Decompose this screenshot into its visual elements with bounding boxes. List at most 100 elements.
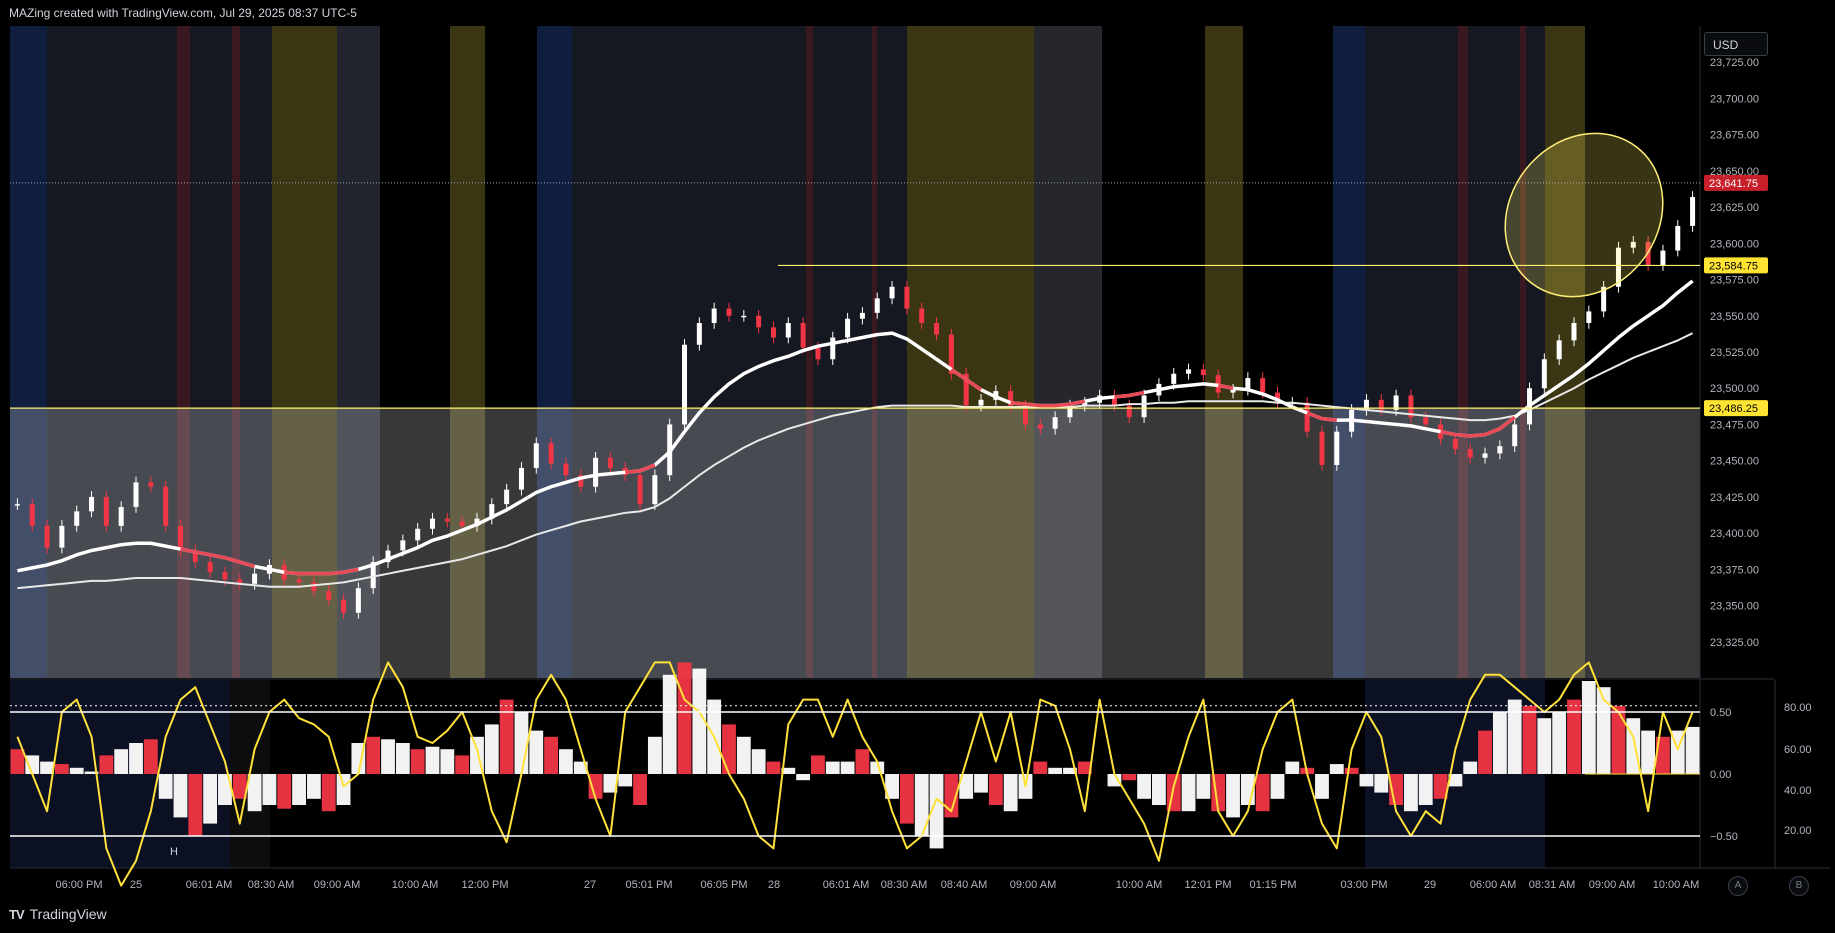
- histogram-bar: [440, 749, 455, 774]
- price-badge-label: 23,641.75: [1709, 178, 1758, 190]
- candle-body: [1378, 399, 1384, 410]
- histogram-bar: [1107, 774, 1122, 787]
- candle-body: [1512, 424, 1518, 447]
- histogram-bar: [1656, 736, 1670, 774]
- candle-body: [163, 486, 169, 526]
- histogram-bar: [395, 743, 410, 774]
- histogram-bar: [1596, 687, 1611, 774]
- candle-body: [785, 323, 791, 338]
- price-tick-label: 23,725.00: [1710, 57, 1759, 69]
- histogram-bar: [247, 774, 262, 812]
- b-button[interactable]: B: [1789, 876, 1809, 896]
- candle-body: [578, 475, 584, 487]
- histogram-bar: [544, 736, 559, 774]
- candle-body: [1037, 424, 1043, 429]
- session-band: [537, 26, 572, 678]
- ma-bear-segment: [1440, 415, 1516, 438]
- candle-body: [1452, 438, 1458, 450]
- histogram-bar: [988, 774, 1003, 805]
- histogram-bar: [1448, 774, 1463, 787]
- candle-body: [1675, 225, 1681, 251]
- price-tick-label: 23,350.00: [1710, 601, 1759, 613]
- candle-body: [1660, 250, 1666, 266]
- candle-body: [1319, 431, 1325, 466]
- candle-body: [59, 525, 65, 548]
- time-tick-label: 10:00 AM: [392, 879, 438, 891]
- time-tick-label: 27: [584, 879, 596, 891]
- auto-scale-button[interactable]: A: [1728, 876, 1748, 896]
- ma-bear-segment: [950, 367, 982, 392]
- oscillator-panel: H: [10, 661, 1700, 887]
- candle-body: [118, 507, 124, 526]
- ma-bear-segment: [284, 567, 359, 576]
- time-tick-label: 12:01 PM: [1184, 879, 1231, 891]
- time-tick-label: 06:00 AM: [1470, 879, 1516, 891]
- histogram-bar: [618, 774, 633, 787]
- session-band: [1034, 26, 1102, 678]
- histogram-bar: [1374, 774, 1389, 793]
- price-grid: [10, 26, 1830, 869]
- time-tick-label: 12:00 PM: [461, 879, 508, 891]
- histogram-bar: [855, 749, 870, 774]
- histogram-bar: [559, 749, 573, 774]
- candle-body: [311, 582, 317, 592]
- time-tick-label: 08:30 AM: [248, 879, 294, 891]
- histogram-bar: [751, 749, 766, 774]
- histogram-bar: [381, 739, 395, 774]
- candle-body: [593, 457, 599, 487]
- candle-body: [1022, 405, 1028, 425]
- candle-body: [637, 475, 643, 505]
- candle-body: [859, 312, 865, 319]
- histogram-bar: [1255, 774, 1270, 812]
- histogram-bar: [425, 746, 440, 774]
- candle-body: [1275, 392, 1280, 403]
- candle-body: [548, 443, 554, 464]
- price-tick-label: 23,475.00: [1710, 419, 1759, 431]
- candle-body: [830, 337, 836, 360]
- candle-body: [1630, 241, 1636, 248]
- price-badge-label: 23,584.75: [1709, 260, 1758, 272]
- candle-body: [1171, 373, 1177, 384]
- price-tick-label: 23,375.00: [1710, 564, 1759, 576]
- histogram-bar: [1315, 774, 1329, 799]
- histogram-bar: [1685, 726, 1700, 774]
- price-tick-label: 23,700.00: [1710, 93, 1759, 105]
- currency-selector[interactable]: USD: [1704, 32, 1768, 56]
- osc-annotation: H: [170, 846, 178, 858]
- price-tick-label: 23,600.00: [1710, 238, 1759, 250]
- ma-bear-segment: [1217, 383, 1234, 390]
- price-tick-label: 23,675.00: [1710, 130, 1759, 142]
- histogram-bar: [514, 712, 529, 774]
- time-tick-label: 06:01 AM: [186, 879, 232, 891]
- ma-bear-segment: [625, 463, 656, 474]
- ma-bear-segment: [180, 547, 256, 569]
- histogram-bar: [1492, 712, 1507, 774]
- histogram-bar: [1463, 761, 1478, 774]
- histogram-bar: [218, 774, 232, 805]
- candle-body: [444, 518, 450, 522]
- candle-body: [370, 562, 376, 589]
- histogram-bar: [781, 767, 796, 774]
- histogram-bar: [114, 749, 129, 774]
- time-tick-label: 10:00 AM: [1116, 879, 1162, 891]
- candle-body: [237, 579, 243, 584]
- histogram-bar: [1522, 705, 1537, 774]
- candle-body: [563, 463, 569, 476]
- price-panel: [10, 132, 1700, 619]
- session-band: [1468, 26, 1520, 678]
- histogram-bar: [1063, 767, 1077, 774]
- candle-body: [518, 467, 524, 490]
- histogram-bar: [766, 761, 781, 774]
- candle-body: [934, 323, 940, 335]
- histogram-bar: [306, 774, 321, 799]
- price-tick-label: 23,400.00: [1710, 528, 1759, 540]
- candle-body: [1556, 340, 1562, 360]
- tradingview-logo[interactable]: TV TradingView: [9, 906, 107, 922]
- candle-body: [222, 572, 228, 580]
- candle-body: [741, 315, 747, 318]
- histogram-bar: [173, 774, 188, 818]
- candle-body: [978, 399, 984, 406]
- tradingview-logo-icon: TV: [9, 906, 25, 922]
- histogram-bar: [336, 774, 351, 805]
